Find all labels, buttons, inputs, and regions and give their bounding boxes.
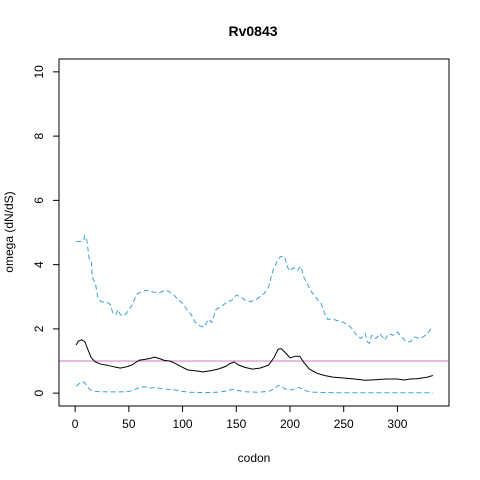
x-tick-label: 50 (122, 417, 136, 431)
x-tick-label: 0 (72, 417, 79, 431)
x-axis: 0 50 100 150 200 250 300 (72, 405, 408, 431)
x-tick-label: 150 (226, 417, 246, 431)
plot-frame (58, 58, 450, 407)
y-tick-label: 4 (32, 261, 46, 268)
chart-title: Rv0843 (228, 23, 277, 39)
y-tick-label: 10 (32, 65, 46, 79)
series-line-2 (75, 381, 433, 394)
y-tick-label: 8 (32, 132, 46, 139)
y-axis-label: omega (dN/dS) (2, 191, 16, 272)
series-line-1 (76, 234, 433, 345)
x-tick-label: 100 (173, 417, 193, 431)
x-tick-label: 250 (334, 417, 354, 431)
y-axis: 0 2 4 6 8 10 (32, 65, 60, 396)
y-tick-label: 6 (32, 197, 46, 204)
x-tick-label: 200 (280, 417, 300, 431)
series-group (75, 234, 434, 394)
y-tick-label: 2 (32, 325, 46, 332)
y-tick-label: 0 (32, 389, 46, 396)
x-axis-label: codon (238, 451, 271, 465)
x-tick-label: 300 (387, 417, 407, 431)
series-line-0 (75, 339, 434, 381)
